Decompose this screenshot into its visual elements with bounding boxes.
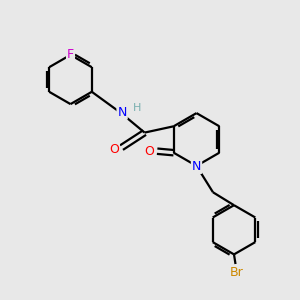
Text: H: H	[133, 103, 141, 113]
Text: F: F	[67, 48, 74, 61]
Text: Br: Br	[230, 266, 244, 280]
Text: N: N	[192, 160, 201, 173]
Text: O: O	[144, 145, 154, 158]
Text: O: O	[109, 142, 119, 156]
Text: N: N	[117, 106, 127, 119]
